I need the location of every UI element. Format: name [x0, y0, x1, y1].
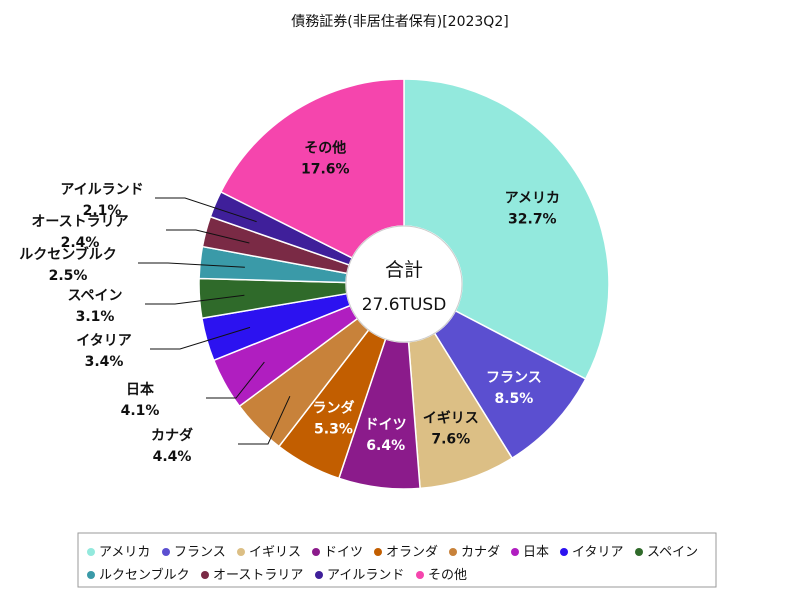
donut-hole [345, 225, 463, 343]
slice-value-スペイン: 3.1% [76, 309, 115, 325]
legend-marker-スペイン [635, 548, 643, 556]
slice-label-スペイン: スペイン [67, 288, 122, 304]
slice-label-イタリア: イタリア [76, 333, 131, 349]
legend-label-オーストラリア: オーストラリア [213, 568, 303, 583]
legend-label-イタリア: イタリア [572, 545, 623, 560]
slice-label-オランダ: ランダ [312, 399, 354, 416]
chart-title: 債務証券(非居住者保有)[2023Q2] [291, 14, 508, 30]
legend-label-ルクセンブルク: ルクセンブルク [99, 567, 190, 583]
leader-イタリア [150, 326, 251, 350]
slice-label-ルクセンブルク: ルクセンブルク [19, 246, 117, 263]
outside-labels: カナダ 4.4% 日本 4.1% イタリア 3.4% スペイン 3.1% ルクセンブルク 2.5%… [19, 182, 193, 465]
leader-日本 [206, 361, 265, 399]
leader-スペイン [145, 294, 245, 305]
legend-label-カナダ: カナダ [461, 545, 500, 560]
legend-label-その他: その他 [428, 568, 467, 583]
leader-ルクセンブルク [138, 262, 245, 268]
slice-label-イギリス: イギリス [423, 410, 479, 427]
center-value: 27.6TUSD [362, 295, 447, 315]
legend-label-ドイツ: ドイツ [324, 545, 363, 560]
legend-marker-フランス [162, 548, 170, 556]
slice-label-アメリカ: アメリカ [505, 190, 560, 206]
slice-value-イギリス: 7.6% [431, 432, 470, 448]
legend-label-フランス: フランス [174, 545, 226, 560]
slice-value-アメリカ: 32.7% [508, 211, 557, 227]
slice-value-ドイツ: 6.4% [366, 438, 405, 454]
legend-marker-オランダ [374, 548, 382, 556]
legend-label-オランダ: オランダ [386, 545, 438, 560]
legend-marker-ルクセンブルク [87, 571, 95, 579]
leader-アイルランド [155, 197, 257, 223]
slice-value-カナダ: 4.4% [153, 449, 192, 465]
slice-value-オランダ: 5.3% [314, 421, 353, 437]
leader-オーストラリア [166, 229, 250, 244]
slice-value-その他: 17.6% [301, 161, 350, 177]
legend-marker-ドイツ [312, 548, 320, 556]
leader-lines [138, 197, 291, 445]
inside-labels: アメリカ 32.7% フランス 8.5% イギリス 7.6% ドイツ 6.4% ランダ 5.3% そ… [301, 139, 560, 454]
slice-value-イタリア: 3.4% [85, 354, 124, 370]
legend-label-アイルランド: アイルランド [327, 568, 404, 583]
slice-label-その他: その他 [304, 139, 346, 156]
leader-カナダ [238, 395, 291, 445]
slice-label-日本: 日本 [126, 381, 155, 398]
legend-marker-オーストラリア [201, 571, 209, 579]
slice-value-オーストラリア: 2.4% [61, 235, 100, 251]
legend-marker-イタリア [560, 548, 568, 556]
slice-label-ドイツ: ドイツ [365, 417, 407, 433]
slice-label-オーストラリア: オーストラリア [31, 214, 128, 230]
legend-box [77, 532, 717, 588]
legend-marker-その他 [416, 571, 424, 579]
legend-marker-カナダ [449, 548, 457, 556]
slice-value-フランス: 8.5% [494, 391, 533, 407]
legend-label-アメリカ: アメリカ [99, 545, 150, 560]
slice-value-アイルランド: 2.1% [83, 203, 122, 219]
legend-marker-アイルランド [315, 571, 323, 579]
center-title: 合計 [385, 259, 423, 281]
slice-label-アイルランド: アイルランド [60, 182, 143, 198]
slice-label-フランス: フランス [486, 370, 542, 386]
slice-value-ルクセンブルク: 2.5% [49, 268, 88, 284]
slice-label-カナダ: カナダ [151, 427, 193, 444]
legend-label-イギリス: イギリス [249, 545, 301, 560]
legend-label-日本: 日本 [523, 545, 549, 560]
legend-marker-イギリス [237, 548, 245, 556]
legend-marker-アメリカ [87, 548, 95, 556]
slice-value-日本: 4.1% [121, 403, 160, 419]
legend-marker-日本 [511, 548, 519, 556]
legend-label-スペイン: スペイン [647, 545, 698, 560]
